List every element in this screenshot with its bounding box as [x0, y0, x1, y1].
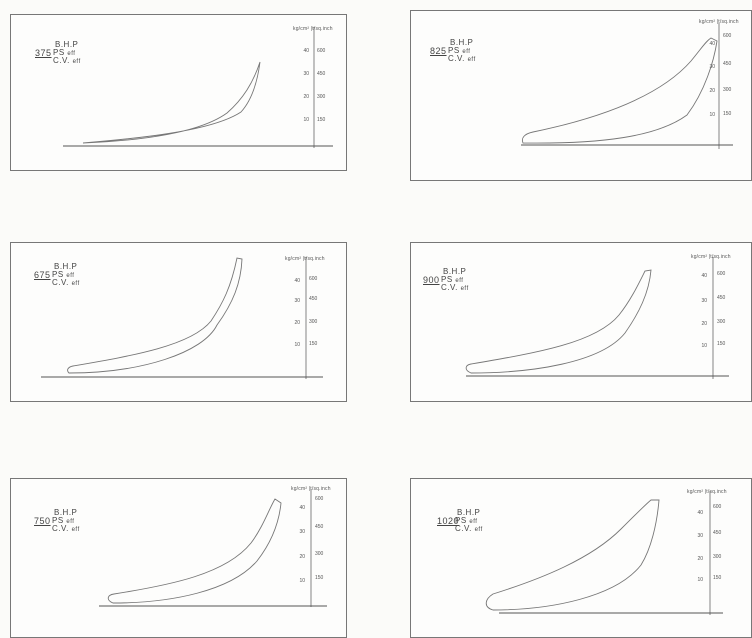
tick-kgcm-40: 40: [299, 505, 305, 511]
tick-kgcm-10: 10: [294, 342, 300, 348]
tick-lbin-600: 600: [717, 271, 726, 277]
cv-label: C.V. eff: [455, 524, 483, 534]
tick-lbin-450: 450: [317, 71, 326, 77]
bhp-label: B.H.P: [54, 508, 78, 517]
tick-lbin-150: 150: [713, 575, 722, 581]
tick-kgcm-40: 40: [294, 278, 300, 284]
tick-lbin-450: 450: [713, 530, 722, 536]
pv-curve: [82, 61, 261, 144]
tick-kgcm-10: 10: [299, 578, 305, 584]
pv-curve: [522, 37, 718, 144]
indicator-diagram: [99, 489, 327, 607]
cv-label: C.V. eff: [52, 278, 80, 288]
pv-curve: [465, 269, 652, 374]
ps-label: PS eff: [52, 516, 75, 526]
indicator-diagram: [41, 257, 323, 379]
tick-lbin-150: 150: [723, 111, 732, 117]
horsepower-value: 1020: [437, 516, 460, 526]
tick-kgcm-30: 30: [303, 71, 309, 77]
tick-kgcm-20: 20: [701, 321, 707, 327]
tick-lbin-300: 300: [717, 319, 726, 325]
unit-header: kg/cm² |t/sq.inch: [699, 19, 739, 25]
pv-curve: [485, 499, 660, 611]
bhp-label: B.H.P: [54, 262, 78, 271]
tick-lbin-450: 450: [723, 61, 732, 67]
tick-kgcm-30: 30: [709, 64, 715, 70]
tick-kgcm-10: 10: [701, 343, 707, 349]
tick-lbin-150: 150: [717, 341, 726, 347]
tick-lbin-600: 600: [317, 48, 326, 54]
tick-kgcm-30: 30: [697, 533, 703, 539]
tick-kgcm-10: 10: [697, 577, 703, 583]
cv-label: C.V. eff: [53, 56, 81, 66]
diagram-panel-375: B.H.P 375 PS eff C.V. eff kg/cm² |t/sq.i…: [10, 14, 347, 171]
bhp-label: B.H.P: [443, 267, 467, 276]
horsepower-value: 675: [34, 270, 51, 280]
ps-label: PS eff: [448, 46, 471, 56]
horsepower-value: 750: [34, 516, 51, 526]
tick-lbin-150: 150: [315, 575, 324, 581]
tick-lbin-300: 300: [309, 319, 318, 325]
unit-header: kg/cm² |t/sq.inch: [691, 254, 731, 260]
ps-label: PS eff: [455, 516, 478, 526]
tick-lbin-150: 150: [309, 341, 318, 347]
tick-kgcm-30: 30: [294, 298, 300, 304]
diagram-panel-675: B.H.P 675 PS eff C.V. eff kg/cm² |t/sq.i…: [10, 242, 347, 402]
horsepower-value: 825: [430, 46, 447, 56]
tick-kgcm-20: 20: [709, 88, 715, 94]
tick-lbin-450: 450: [315, 524, 324, 530]
tick-kgcm-40: 40: [709, 41, 715, 47]
tick-lbin-600: 600: [309, 276, 318, 282]
tick-kgcm-40: 40: [697, 510, 703, 516]
tick-lbin-450: 450: [309, 296, 318, 302]
tick-kgcm-20: 20: [697, 556, 703, 562]
tick-kgcm-20: 20: [299, 554, 305, 560]
tick-kgcm-40: 40: [701, 273, 707, 279]
diagram-panel-900: B.H.P 900 PS eff C.V. eff kg/cm² |t/sq.i…: [410, 242, 752, 402]
pv-curve: [107, 498, 282, 604]
bhp-label: B.H.P: [457, 508, 481, 517]
tick-lbin-300: 300: [317, 94, 326, 100]
indicator-diagram: [485, 491, 723, 615]
indicator-diagram: [465, 257, 729, 379]
tick-kgcm-40: 40: [303, 48, 309, 54]
bhp-label: B.H.P: [55, 40, 79, 49]
bhp-label: B.H.P: [450, 38, 474, 47]
tick-lbin-600: 600: [315, 496, 324, 502]
tick-lbin-300: 300: [723, 87, 732, 93]
tick-kgcm-30: 30: [299, 529, 305, 535]
tick-lbin-300: 300: [713, 554, 722, 560]
tick-kgcm-20: 20: [303, 94, 309, 100]
horsepower-value: 900: [423, 275, 440, 285]
ps-label: PS eff: [53, 48, 76, 58]
unit-header: kg/cm² |t/sq.inch: [293, 26, 333, 32]
tick-kgcm-10: 10: [303, 117, 309, 123]
tick-lbin-600: 600: [723, 33, 732, 39]
cv-label: C.V. eff: [441, 283, 469, 293]
tick-lbin-150: 150: [317, 117, 326, 123]
tick-kgcm-20: 20: [294, 320, 300, 326]
ps-label: PS eff: [52, 270, 75, 280]
tick-kgcm-10: 10: [709, 112, 715, 118]
diagram-panel-750: B.H.P 750 PS eff C.V. eff kg/cm² |t/sq.i…: [10, 478, 347, 638]
indicator-diagram: [63, 27, 333, 148]
ps-label: PS eff: [441, 275, 464, 285]
tick-lbin-450: 450: [717, 295, 726, 301]
diagram-panel-825: B.H.P 825 PS eff C.V. eff kg/cm² |t/sq.i…: [410, 10, 752, 181]
cv-label: C.V. eff: [448, 54, 476, 64]
unit-header: kg/cm² |t/sq.inch: [285, 256, 325, 262]
cv-label: C.V. eff: [52, 524, 80, 534]
horsepower-value: 375: [35, 48, 52, 58]
pv-curve: [67, 257, 243, 374]
unit-header: kg/cm² |t/sq.inch: [687, 489, 727, 495]
tick-lbin-600: 600: [713, 504, 722, 510]
tick-kgcm-30: 30: [701, 298, 707, 304]
diagram-panel-1020: B.H.P 1020 PS eff C.V. eff kg/cm² |t/sq.…: [410, 478, 752, 638]
tick-lbin-300: 300: [315, 551, 324, 557]
indicator-diagram: [521, 23, 733, 149]
